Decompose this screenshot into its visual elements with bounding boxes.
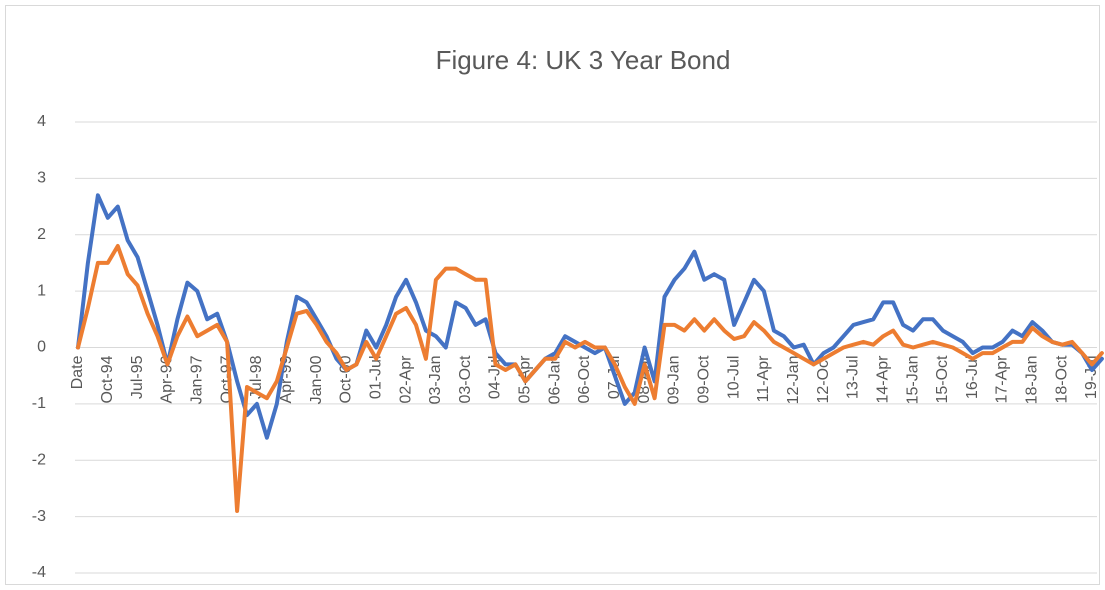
x-tick-label: Apr-96 bbox=[159, 355, 176, 403]
y-tick-label: -3 bbox=[32, 508, 46, 525]
x-tick-label: 12-Oct bbox=[815, 355, 832, 404]
x-tick-label: 11-Apr bbox=[755, 355, 772, 403]
x-tick-label: 02-Apr bbox=[397, 355, 414, 404]
x-tick-label: 10-Jul bbox=[725, 356, 742, 400]
x-tick-label: 06-Oct bbox=[576, 355, 593, 404]
y-tick-label: -1 bbox=[32, 395, 46, 412]
y-tick-label: 2 bbox=[37, 226, 46, 243]
x-tick-label: 13-Jul bbox=[845, 356, 862, 400]
x-tick-label: Jan-00 bbox=[308, 355, 325, 404]
chart-border bbox=[5, 5, 1100, 585]
y-tick-label: -2 bbox=[32, 451, 46, 468]
x-tick-label: 03-Oct bbox=[457, 355, 474, 404]
x-tick-label: 16-Jul bbox=[964, 356, 981, 400]
x-tick-label: 17-Apr bbox=[994, 355, 1011, 404]
line-series bbox=[76, 244, 1104, 513]
x-tick-label: Jan-97 bbox=[189, 355, 206, 404]
x-tick-label: 15-Jan bbox=[904, 356, 921, 405]
y-tick-label: 4 bbox=[37, 113, 46, 130]
y-tick-label: 0 bbox=[37, 339, 46, 356]
chart-title: Figure 4: UK 3 Year Bond bbox=[436, 45, 731, 75]
y-tick-label: 3 bbox=[37, 170, 46, 187]
x-tick-label: Oct-94 bbox=[99, 355, 116, 403]
x-tick-label: 14-Apr bbox=[874, 355, 891, 404]
x-tick-label: 09-Jan bbox=[666, 356, 683, 405]
x-tick-label: 03-Jan bbox=[427, 356, 444, 405]
x-tick-label: 09-Oct bbox=[696, 355, 713, 404]
x-tick-label: 18-Jan bbox=[1024, 356, 1041, 405]
x-tick-label: 18-Oct bbox=[1053, 355, 1070, 404]
y-tick-label: -4 bbox=[32, 564, 46, 581]
x-tick-label: 15-Oct bbox=[934, 355, 951, 404]
line-series bbox=[76, 193, 1104, 440]
y-tick-label: 1 bbox=[37, 282, 46, 299]
x-tick-label: 12-Jan bbox=[785, 356, 802, 405]
x-tick-label: Jul-95 bbox=[129, 355, 146, 399]
x-tick-label: Date bbox=[69, 355, 86, 389]
x-tick-label: 06-Jan bbox=[546, 356, 563, 405]
x-tick-label: 01-Jul bbox=[367, 356, 384, 400]
